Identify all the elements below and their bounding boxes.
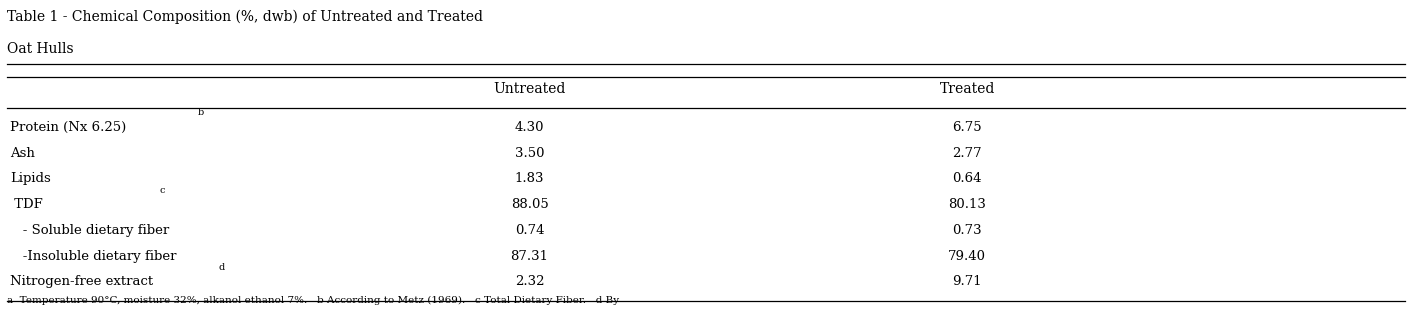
Text: a  Temperature 90°C, moisture 32%, alkanol ethanol 7%.   b According to Metz (19: a Temperature 90°C, moisture 32%, alkano…: [7, 295, 620, 305]
Text: 2.77: 2.77: [953, 147, 981, 160]
Text: Lipids: Lipids: [10, 172, 51, 185]
Text: 1.83: 1.83: [515, 172, 544, 185]
Text: Untreated: Untreated: [493, 82, 566, 96]
Text: -Insoluble dietary fiber: -Insoluble dietary fiber: [10, 250, 176, 263]
Text: Nitrogen-free extract: Nitrogen-free extract: [10, 275, 152, 288]
Text: Ash: Ash: [10, 147, 35, 160]
Text: 0.73: 0.73: [953, 224, 981, 237]
Text: b: b: [198, 108, 203, 117]
Text: c: c: [160, 186, 165, 195]
Text: d: d: [219, 263, 225, 272]
Text: Table 1 - Chemical Composition (%, dwb) of Untreated and Treated: Table 1 - Chemical Composition (%, dwb) …: [7, 9, 483, 24]
Text: 80.13: 80.13: [949, 198, 986, 211]
Text: 4.30: 4.30: [515, 121, 544, 134]
Text: 2.32: 2.32: [515, 275, 544, 288]
Text: Protein (Nx 6.25): Protein (Nx 6.25): [10, 121, 126, 134]
Text: Treated: Treated: [939, 82, 995, 96]
Text: TDF: TDF: [10, 198, 42, 211]
Text: - Soluble dietary fiber: - Soluble dietary fiber: [10, 224, 169, 237]
Text: 3.50: 3.50: [515, 147, 544, 160]
Text: 0.64: 0.64: [953, 172, 981, 185]
Text: 87.31: 87.31: [511, 250, 548, 263]
Text: 88.05: 88.05: [511, 198, 548, 211]
Text: 6.75: 6.75: [953, 121, 981, 134]
Text: 9.71: 9.71: [953, 275, 981, 288]
Text: 79.40: 79.40: [949, 250, 986, 263]
Text: 0.74: 0.74: [515, 224, 544, 237]
Text: Oat Hulls: Oat Hulls: [7, 42, 73, 57]
